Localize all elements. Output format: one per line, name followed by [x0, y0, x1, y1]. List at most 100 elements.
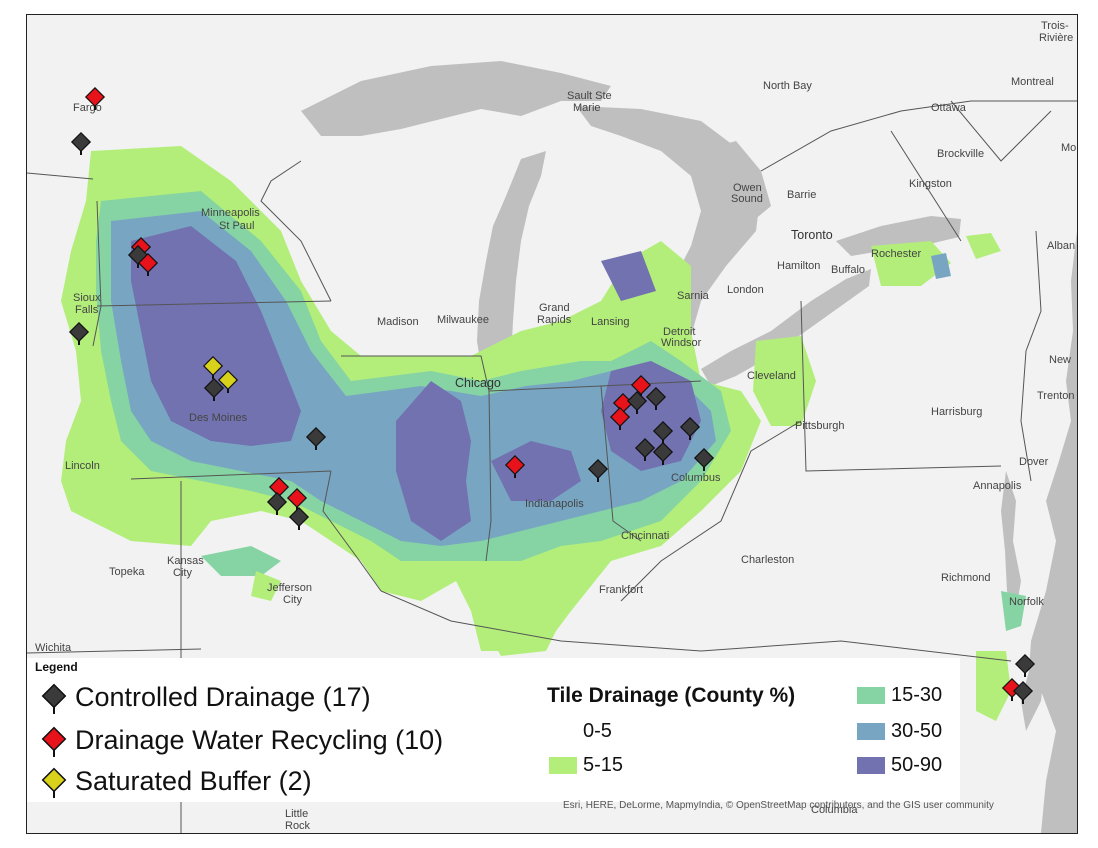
map-frame[interactable]: Fargo Minneapolis St Paul Sioux Falls De… — [26, 14, 1078, 834]
swatch-5-15 — [549, 757, 577, 775]
legend-class-50-90: 50-90 — [857, 754, 942, 777]
controlled-drainage-site-marker[interactable] — [68, 321, 90, 345]
controlled-drainage-site-marker[interactable] — [645, 386, 667, 410]
legend-class-15-30: 15-30 — [857, 684, 942, 707]
label-charleston: Charleston — [741, 554, 794, 566]
label-buffalo: Buffalo — [831, 264, 865, 276]
label-rochester: Rochester — [871, 248, 921, 260]
lake-superior — [301, 61, 611, 136]
label-hamilton: Hamilton — [777, 260, 820, 272]
legend-class-0-5: 0-5 — [549, 720, 612, 743]
label-lincoln: Lincoln — [65, 460, 100, 472]
controlled-drainage-site-marker[interactable] — [203, 377, 225, 401]
controlled-drainage-site-marker[interactable] — [652, 441, 674, 465]
label-toronto: Toronto — [791, 228, 833, 242]
drainage-water-recycling-site-marker[interactable] — [504, 454, 526, 478]
legend-item-drainage-water-recycling: Drainage Water Recycling (10) — [41, 725, 443, 758]
label-des-moines: Des Moines — [189, 412, 248, 424]
saturated-buffer-site-marker[interactable] — [217, 369, 239, 393]
label-st-paul: St Paul — [219, 220, 254, 232]
label-owen-sound-1: Owen — [733, 182, 762, 194]
label-indianapolis: Indianapolis — [525, 498, 584, 510]
class-label-0-5: 0-5 — [583, 720, 612, 742]
swatch-0-5 — [549, 723, 577, 741]
label-owen-sound-2: Sound — [731, 193, 763, 205]
tile-drainage-layer — [61, 146, 1026, 721]
legend-class-30-50: 30-50 — [857, 720, 942, 743]
legend-title: Legend — [35, 660, 78, 674]
label-north-bay: North Bay — [763, 80, 812, 92]
class-label-15-30: 15-30 — [891, 684, 943, 706]
label-trois-1: Trois- — [1041, 20, 1069, 32]
label-richmond: Richmond — [941, 572, 991, 584]
label-harrisburg: Harrisburg — [931, 406, 982, 418]
label-montreal: Montreal — [1011, 76, 1054, 88]
controlled-drainage-site-marker[interactable] — [626, 390, 648, 414]
controlled-drainage-site-marker[interactable] — [634, 437, 656, 461]
saturated-buffer-site-marker[interactable] — [202, 355, 224, 379]
label-london: London — [727, 284, 764, 296]
label-norfolk: Norfolk — [1009, 596, 1044, 608]
label-barrie: Barrie — [787, 189, 816, 201]
controlled-drainage-site-marker[interactable] — [679, 416, 701, 440]
controlled-drainage-site-marker[interactable] — [1012, 680, 1034, 704]
map-attribution: Esri, HERE, DeLorme, MapmyIndia, © OpenS… — [563, 800, 994, 811]
label-milwaukee: Milwaukee — [437, 314, 489, 326]
drainage-water-recycling-site-marker[interactable] — [609, 406, 631, 430]
controlled-drainage-site-marker[interactable] — [288, 506, 310, 530]
controlled-drainage-site-marker[interactable] — [587, 458, 609, 482]
label-topeka: Topeka — [109, 566, 145, 578]
georgian-bay — [701, 141, 771, 221]
map-canvas[interactable]: Fargo Minneapolis St Paul Sioux Falls De… — [27, 15, 1077, 833]
legend-label-drainage-water-recycling: Drainage Water Recycling (10) — [75, 725, 444, 755]
label-cincinnati: Cincinnati — [621, 530, 669, 542]
label-cleveland: Cleveland — [747, 370, 796, 382]
label-sioux-falls-1: Sioux — [73, 292, 101, 304]
label-little-rock-1: Little — [285, 808, 308, 820]
atlantic-ocean — [1031, 231, 1077, 833]
drainage-water-recycling-site-marker[interactable] — [630, 374, 652, 398]
label-jefferson-1: Jefferson — [267, 582, 312, 594]
swatch-30-50 — [857, 723, 885, 741]
label-minneapolis: Minneapolis — [201, 207, 260, 219]
site-markers[interactable] — [68, 86, 1036, 704]
label-kingston: Kingston — [909, 178, 952, 190]
legend-item-saturated-buffer: Saturated Buffer (2) — [41, 766, 312, 799]
label-windsor: Windsor — [661, 337, 702, 349]
controlled-drainage-site-marker[interactable] — [652, 420, 674, 444]
diamond-marker-yellow-icon — [41, 767, 67, 798]
controlled-drainage-site-marker[interactable] — [305, 426, 327, 450]
pamlico-sound — [1021, 641, 1046, 731]
lake-michigan — [477, 151, 546, 386]
label-ottawa: Ottawa — [931, 102, 967, 114]
lake-erie — [701, 269, 871, 386]
label-new: New — [1049, 354, 1071, 366]
controlled-drainage-site-marker[interactable] — [266, 491, 288, 515]
label-brockville: Brockville — [937, 148, 984, 160]
label-columbus: Columbus — [671, 472, 721, 484]
label-kansas-1: Kansas — [167, 555, 204, 567]
label-detroit: Detroit — [663, 326, 695, 338]
drainage-water-recycling-site-marker[interactable] — [84, 86, 106, 110]
class-label-30-50: 30-50 — [891, 720, 943, 742]
lake-ontario — [836, 216, 961, 256]
drainage-water-recycling-site-marker[interactable] — [137, 252, 159, 276]
label-chicago: Chicago — [455, 376, 501, 390]
legend-label-controlled-drainage: Controlled Drainage (17) — [75, 682, 371, 712]
drainage-water-recycling-site-marker[interactable] — [268, 476, 290, 500]
label-sioux-falls-2: Falls — [75, 304, 99, 316]
controlled-drainage-site-marker[interactable] — [693, 447, 715, 471]
label-jefferson-2: City — [283, 594, 302, 606]
label-trenton: Trenton — [1037, 390, 1075, 402]
label-albany: Alban — [1047, 240, 1075, 252]
chesapeake-bay — [1001, 471, 1021, 616]
controlled-drainage-site-marker[interactable] — [1014, 653, 1036, 677]
controlled-drainage-site-marker[interactable] — [70, 131, 92, 155]
label-lansing: Lansing — [591, 316, 630, 328]
legend-panel: Legend Controlled Drainage (17) Drainage… — [27, 658, 960, 802]
label-annapolis: Annapolis — [973, 480, 1022, 492]
label-madison: Madison — [377, 316, 419, 328]
label-mo: Mo — [1061, 142, 1076, 154]
diamond-marker-red-icon — [41, 726, 67, 757]
legend-class-5-15: 5-15 — [549, 754, 623, 777]
